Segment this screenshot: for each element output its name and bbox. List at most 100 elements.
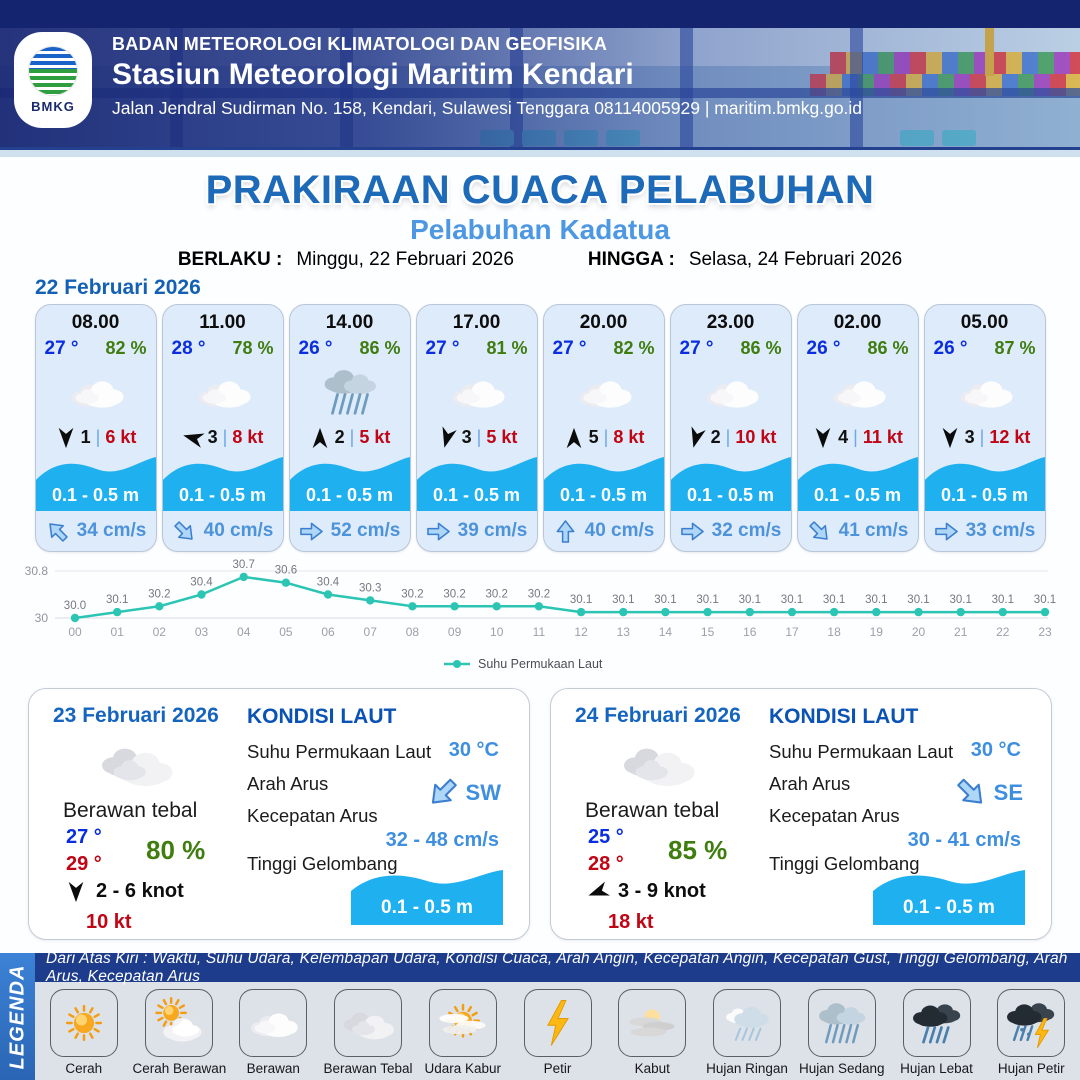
- separator: |: [725, 427, 731, 448]
- legend-icon: [334, 989, 402, 1057]
- legend-title: LEGENDA: [6, 964, 28, 1069]
- wind-speed: 10 kt: [735, 427, 777, 448]
- wind-row: 2 | 10 kt: [671, 422, 791, 454]
- wind-force: 1: [80, 427, 91, 448]
- wind-direction-icon: [55, 427, 77, 449]
- wind-speed: 11 kt: [862, 427, 903, 448]
- current-row: 52 cm/s: [290, 511, 410, 551]
- wind-direction-icon: [682, 424, 709, 451]
- svg-text:10: 10: [490, 625, 504, 639]
- weather-condition: Berawan tebal: [585, 799, 720, 822]
- forecast-time: 08.00: [71, 312, 120, 333]
- station-name: Stasiun Meteorologi Maritim Kendari: [112, 58, 634, 91]
- wave-height: 0.1 - 0.5 m: [813, 485, 902, 506]
- current-row: 33 cm/s: [925, 511, 1045, 551]
- svg-text:17: 17: [785, 625, 799, 639]
- humidity: 86 %: [867, 338, 909, 359]
- wind-row: 3 | 8 kt: [163, 422, 283, 454]
- legend-item-label: Hujan Ringan: [706, 1061, 788, 1076]
- legend-description-strip: Dari Atas Kiri : Waktu, Suhu Udara, Kele…: [0, 950, 1080, 985]
- svg-text:15: 15: [701, 625, 715, 639]
- legend-icon: [713, 989, 781, 1057]
- current-direction-icon: [426, 520, 451, 543]
- wind-speed: 5 kt: [486, 427, 518, 448]
- forecast-time: 14.00: [325, 312, 374, 333]
- forecast-card: 02.00 26 ° 86 % 4 | 11 kt 0.1 - 0.5 m 41…: [796, 304, 919, 552]
- wave-height-band: 0.1 - 0.5 m: [162, 454, 283, 512]
- wind-force: 3: [207, 427, 218, 448]
- svg-text:19: 19: [870, 625, 884, 639]
- forecast-card: 08.00 27 ° 82 % 1 | 6 kt 0.1 - 0.5 m 34 …: [34, 304, 157, 552]
- svg-text:18: 18: [827, 625, 841, 639]
- legend-item-label: Hujan Petir: [997, 1061, 1065, 1076]
- separator: |: [222, 427, 228, 448]
- sst-chart: 30.8 30 30.0 00 30.1 01 30.2 02 30.4 03 30.7 04 30.6…: [0, 558, 1080, 686]
- legend-icon: [902, 989, 971, 1057]
- legend-item-label: Hujan Lebat: [900, 1061, 973, 1076]
- wave-height-label: Tinggi Gelombang: [247, 853, 398, 874]
- wave-height: 0.1 - 0.5 m: [903, 897, 995, 918]
- svg-text:30.1: 30.1: [907, 594, 929, 606]
- daily-summary-row: 23 Februari 2026 Berawan tebal 27 ° 29 °…: [0, 688, 1080, 940]
- legend-icon: [239, 989, 308, 1057]
- svg-text:30.1: 30.1: [781, 594, 803, 606]
- wind-range: 3 - 9 knot: [618, 880, 706, 902]
- wind-direction-icon: [812, 427, 834, 449]
- daily-summary-card: 24 Februari 2026 Berawan tebal 25 ° 28 °…: [550, 688, 1052, 940]
- header-banner: BMKG BADAN METEOROLOGI KLIMATOLOGI DAN G…: [0, 0, 1080, 157]
- current-direction-icon: [934, 520, 959, 543]
- wave-height-band: 0.1 - 0.5 m: [35, 454, 156, 512]
- humidity: 78 %: [232, 338, 274, 359]
- svg-text:30.1: 30.1: [612, 594, 634, 606]
- svg-text:30.3: 30.3: [359, 582, 381, 594]
- legend-title-bar: LEGENDA: [0, 953, 35, 1080]
- wind-direction-icon: [433, 424, 460, 451]
- current-speed: 40 cm/s: [203, 520, 274, 542]
- forecast-time: 05.00: [960, 312, 1009, 333]
- wave-height-band: 0.1 - 0.5 m: [924, 454, 1045, 512]
- gust-speed: 10 kt: [86, 911, 132, 933]
- svg-text:30.2: 30.2: [443, 588, 465, 600]
- wind-direction-icon: [309, 427, 331, 449]
- legend-item-label: Berawan Tebal: [323, 1061, 413, 1076]
- air-temperature: 27 °: [425, 337, 460, 359]
- svg-text:04: 04: [237, 625, 251, 639]
- separator: |: [476, 427, 482, 448]
- current-direction-label: Arah Arus: [247, 773, 329, 794]
- summary-date: 23 Februari 2026: [53, 704, 219, 727]
- separator: |: [95, 427, 101, 448]
- weather-icon: [290, 362, 410, 422]
- svg-text:22: 22: [996, 625, 1010, 639]
- valid-from-value: Minggu, 22 Februari 2026: [296, 249, 514, 270]
- svg-text:30.0: 30.0: [64, 600, 86, 612]
- svg-text:30.6: 30.6: [275, 565, 297, 577]
- wave-height: 0.1 - 0.5 m: [432, 485, 521, 506]
- weather-icon: [544, 362, 664, 422]
- svg-text:09: 09: [448, 625, 462, 639]
- svg-text:30.1: 30.1: [696, 594, 718, 606]
- legend-item-label: Berawan: [246, 1061, 300, 1076]
- sea-conditions-title: KONDISI LAUT: [769, 705, 919, 728]
- wave-height: 0.1 - 0.5 m: [940, 485, 1029, 506]
- svg-text:02: 02: [153, 625, 167, 639]
- humidity: 82 %: [613, 338, 655, 359]
- svg-text:30.4: 30.4: [317, 577, 340, 589]
- svg-text:30.7: 30.7: [233, 559, 255, 571]
- legend-item-label: Kabut: [634, 1061, 670, 1076]
- weather-icon: [671, 362, 791, 422]
- svg-text:05: 05: [279, 625, 293, 639]
- svg-text:30.1: 30.1: [106, 594, 128, 606]
- svg-text:30.1: 30.1: [739, 594, 761, 606]
- svg-text:01: 01: [111, 625, 125, 639]
- svg-text:30.2: 30.2: [528, 588, 550, 600]
- forecast-time: 11.00: [199, 312, 246, 333]
- svg-text:07: 07: [364, 625, 378, 639]
- humidity: 85 %: [668, 835, 728, 865]
- current-direction: SW: [426, 777, 501, 808]
- current-row: 34 cm/s: [36, 511, 156, 551]
- sst-label: Suhu Permukaan Laut: [247, 741, 432, 762]
- legend-icon: [49, 989, 118, 1057]
- wind-force: 2: [710, 427, 721, 448]
- weather-icon: [798, 362, 918, 422]
- valid-from-label: BERLAKU :: [177, 249, 283, 270]
